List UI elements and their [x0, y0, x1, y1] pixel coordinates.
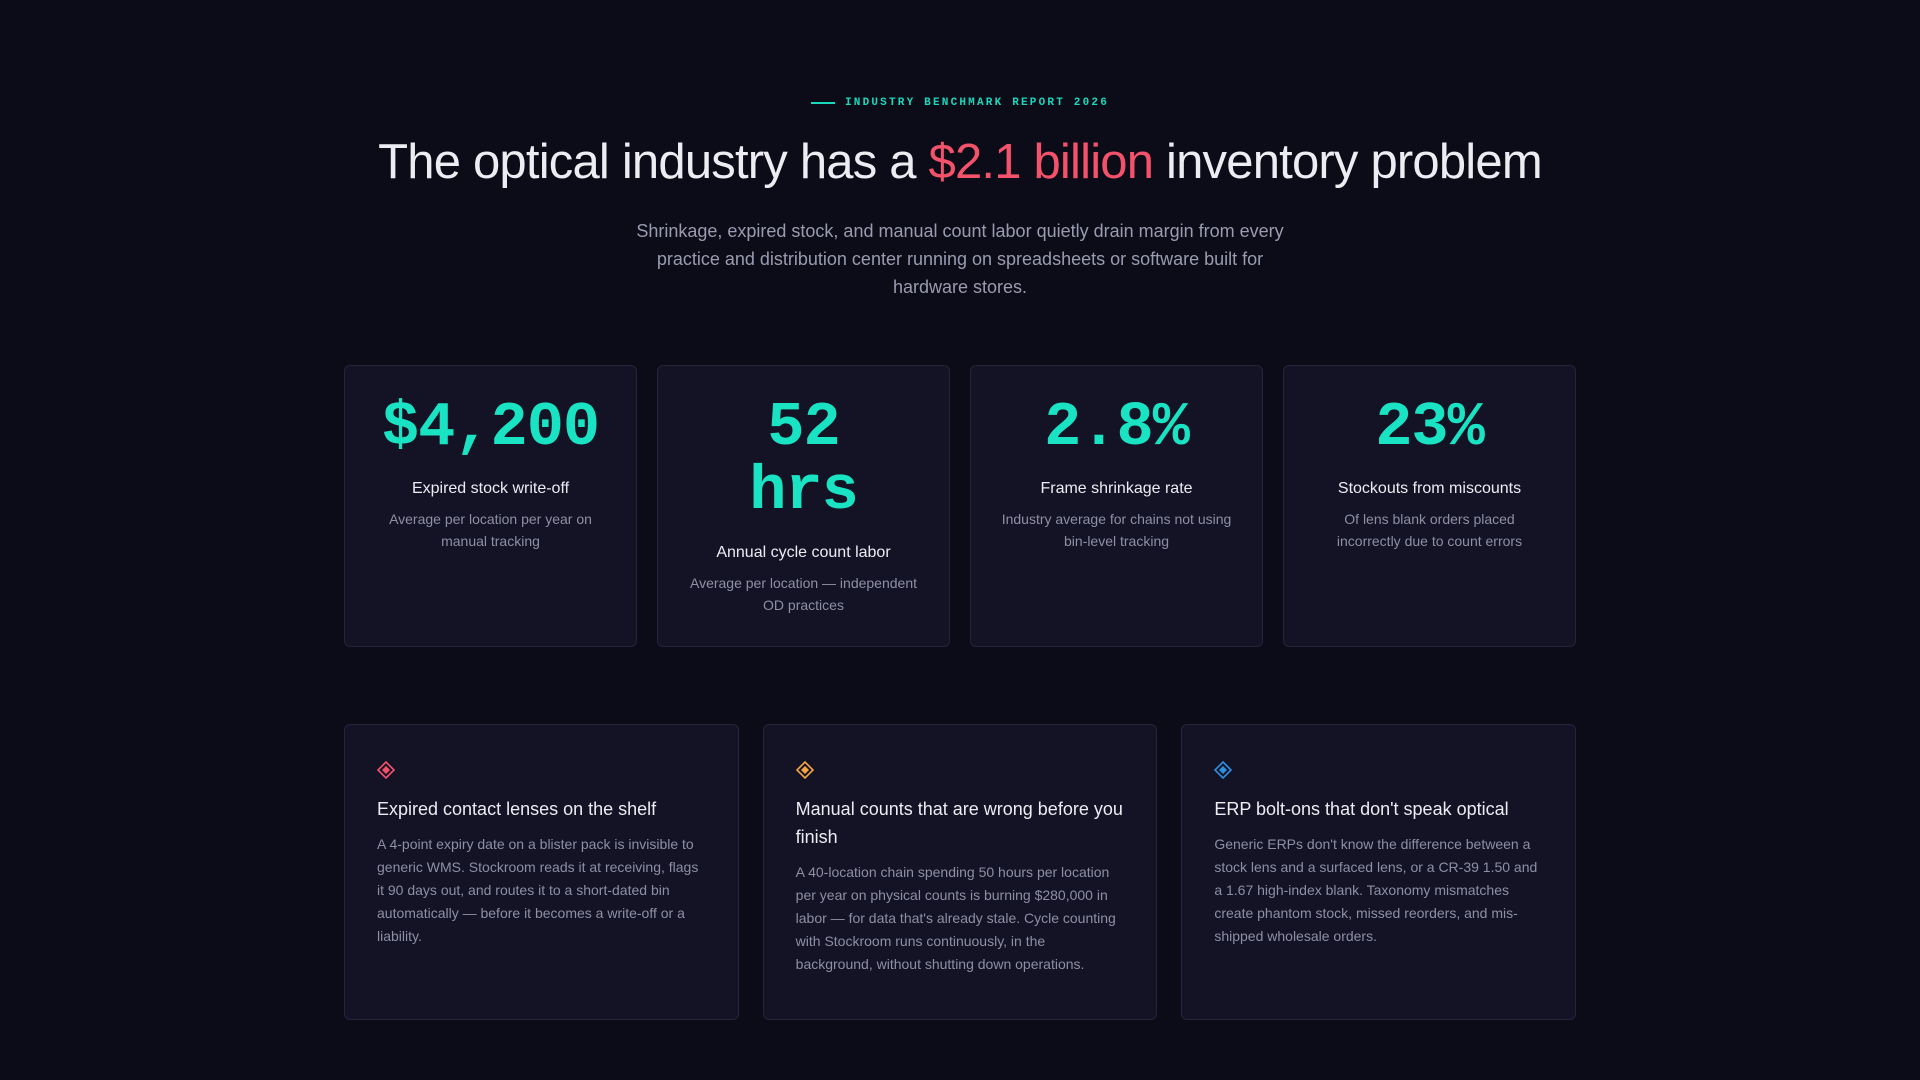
stat-card-frame-shrinkage: 2.8% Frame shrinkage rate Industry avera…: [970, 365, 1263, 647]
problem-body: A 40-location chain spending 50 hours pe…: [795, 864, 1116, 972]
diamond-icon: [795, 761, 814, 779]
stat-value: 2.8%: [1044, 392, 1190, 463]
stat-title: Frame shrinkage rate: [1040, 480, 1193, 497]
headline-suffix: inventory problem: [1153, 135, 1543, 189]
stat-description: Average per location — independent OD pr…: [689, 575, 917, 613]
problem-card-manual-counts: Manual counts that are wrong before you …: [762, 724, 1158, 1020]
stat-card-expired-stock: $4,200 Expired stock write-off Average p…: [344, 365, 637, 647]
problem-body: Generic ERPs don't know the difference b…: [1214, 836, 1538, 944]
stats-grid: $4,200 Expired stock write-off Average p…: [344, 365, 1576, 647]
problem-card-erp-bolt-ons: ERP bolt-ons that don't speak optical Ge…: [1181, 724, 1576, 1020]
eyebrow: INDUSTRY BENCHMARK REPORT 2026: [0, 97, 1920, 109]
stat-value: 52 hrs: [749, 392, 859, 527]
stat-card-stockouts: 23% Stockouts from miscounts Of lens bla…: [1283, 365, 1576, 647]
stat-card-cycle-count-labor: 52 hrs Annual cycle count labor Average …: [657, 365, 950, 647]
eyebrow-line: [810, 102, 835, 104]
stat-title: Expired stock write-off: [411, 480, 570, 497]
problem-title: Manual counts that are wrong before you …: [795, 799, 1123, 847]
page-title: The optical industry has a $2.1 billion …: [0, 134, 1920, 190]
problem-card-expired-lenses: Expired contact lenses on the shelf A 4-…: [344, 724, 739, 1020]
problems-grid: Expired contact lenses on the shelf A 4-…: [344, 724, 1576, 1020]
stat-description: Of lens blank orders placed incorrectly …: [1336, 511, 1523, 549]
stat-title: Stockouts from miscounts: [1337, 480, 1522, 497]
headline-accent-amount: $2.1 billion: [928, 135, 1154, 189]
stat-value: $4,200: [381, 392, 600, 463]
diamond-icon: [1214, 761, 1233, 779]
stat-title: Annual cycle count labor: [716, 544, 891, 561]
problem-body: A 4-point expiry date on a blister pack …: [377, 836, 699, 944]
stat-description: Average per location per year on manual …: [389, 511, 592, 549]
stat-value: 23%: [1375, 392, 1485, 463]
eyebrow-label: INDUSTRY BENCHMARK REPORT 2026: [844, 97, 1110, 109]
problem-title: Expired contact lenses on the shelf: [377, 799, 657, 819]
problem-title: ERP bolt-ons that don't speak optical: [1214, 799, 1509, 819]
page-subtitle: Shrinkage, expired stock, and manual cou…: [636, 221, 1284, 297]
diamond-icon: [377, 761, 395, 779]
headline-prefix: The optical industry has a: [378, 135, 929, 189]
stat-description: Industry average for chains not using bi…: [1001, 511, 1232, 549]
